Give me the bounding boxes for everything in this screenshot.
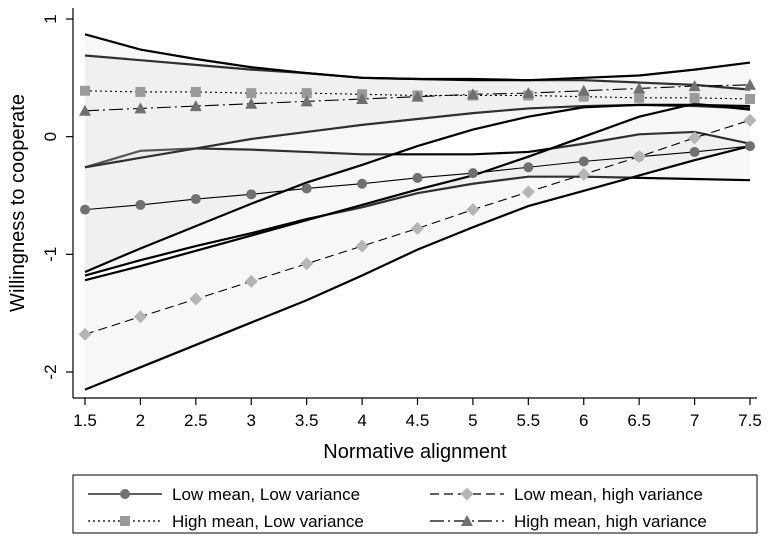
data-point-3-0 — [79, 104, 91, 116]
data-point-3-1 — [134, 102, 147, 114]
data-point-1-11 — [689, 92, 700, 103]
data-point-0-9 — [578, 156, 589, 167]
ci-band-1 — [85, 55, 750, 168]
x-axis-ticks: 1.5 2 2.5 3 3.5 4 4.5 5 5.5 6 6.5 7 7.5 — [73, 398, 762, 430]
x-tick-label-4: 3.5 — [295, 411, 319, 430]
x-tick-label-12: 7.5 — [738, 411, 762, 430]
data-point-3-12 — [744, 78, 756, 90]
x-tick-label-6: 4.5 — [406, 411, 430, 430]
x-tick-label-0: 1.5 — [73, 411, 97, 430]
data-point-2-8 — [521, 185, 535, 199]
x-axis-label: Normative alignment — [323, 441, 507, 463]
x-tick-label-11: 7 — [690, 411, 699, 430]
data-point-3-4 — [300, 95, 313, 107]
data-point-2-2 — [189, 292, 203, 306]
series-markers — [78, 78, 757, 341]
data-point-1-0 — [80, 85, 90, 96]
data-point-3-7 — [466, 88, 479, 100]
data-point-0-5 — [357, 178, 368, 189]
x-tick-label-7: 5 — [468, 411, 477, 430]
data-point-3-10 — [633, 82, 646, 94]
data-point-0-1 — [135, 199, 146, 210]
y-axis-label: Willingness to cooperate — [7, 94, 29, 312]
data-point-0-8 — [523, 162, 534, 173]
data-point-1-10 — [634, 92, 645, 103]
data-point-2-5 — [355, 239, 369, 253]
legend-box — [72, 474, 758, 534]
ci-upper-2 — [84, 102, 751, 282]
y-axis-ticks: 1 0 -1 -2 — [41, 14, 73, 380]
legend-marker-2 — [460, 487, 474, 501]
legend-label-3: High mean, high variance — [514, 512, 707, 531]
y-tick-label-2: -1 — [41, 247, 60, 262]
data-point-2-12 — [743, 113, 757, 127]
x-tick-label-3: 3 — [247, 411, 256, 430]
data-point-2-3 — [244, 274, 258, 288]
legend-marker-3 — [461, 515, 473, 526]
data-point-2-10 — [632, 150, 646, 164]
data-point-0-11 — [689, 146, 700, 157]
axes — [72, 8, 757, 399]
y-tick-label-0: 1 — [41, 14, 60, 23]
data-point-2-9 — [577, 167, 591, 181]
data-point-2-0 — [78, 327, 92, 341]
x-tick-label-8: 5.5 — [517, 411, 541, 430]
x-tick-label-9: 6 — [579, 411, 588, 430]
y-tick-label-3: -2 — [41, 364, 60, 379]
data-point-0-2 — [190, 194, 201, 205]
data-point-3-6 — [411, 90, 424, 102]
data-point-2-7 — [466, 203, 480, 217]
data-point-1-3 — [246, 88, 257, 99]
data-point-0-3 — [246, 189, 257, 200]
data-point-2-6 — [411, 221, 424, 235]
legend-marker-0 — [120, 489, 130, 499]
x-tick-label-5: 4 — [357, 411, 366, 430]
data-point-0-4 — [301, 183, 312, 194]
data-point-2-1 — [133, 310, 147, 324]
legend-marker-1 — [120, 516, 130, 526]
data-point-1-12 — [745, 94, 755, 105]
x-tick-label-2: 2.5 — [184, 411, 208, 430]
data-point-0-6 — [412, 172, 423, 183]
x-tick-label-1: 2 — [136, 411, 145, 430]
y-tick-label-1: 0 — [41, 132, 60, 141]
data-point-3-11 — [688, 80, 701, 92]
data-point-0-7 — [467, 168, 478, 179]
data-point-1-4 — [301, 88, 312, 99]
data-point-2-11 — [688, 131, 702, 145]
data-point-3-5 — [356, 93, 369, 105]
ci-upper-3 — [84, 33, 751, 82]
data-point-3-9 — [577, 84, 590, 96]
legend-label-2: Low mean, high variance — [514, 485, 703, 504]
legend-label-1: High mean, Low variance — [172, 512, 364, 531]
ci-lower-2 — [84, 145, 751, 391]
legend: Low mean, Low variance High mean, Low var… — [72, 474, 758, 534]
data-point-3-2 — [189, 100, 202, 112]
x-tick-label-10: 6.5 — [627, 411, 651, 430]
legend-label-0: Low mean, Low variance — [172, 485, 360, 504]
data-point-3-3 — [245, 97, 258, 109]
data-point-0-12 — [745, 141, 755, 152]
ci-lower-3 — [84, 103, 751, 273]
ci-lower-0 — [84, 175, 751, 277]
data-point-1-1 — [135, 86, 146, 97]
data-point-1-2 — [190, 86, 201, 97]
data-point-1-9 — [578, 91, 589, 102]
data-point-2-4 — [300, 257, 314, 271]
data-point-3-8 — [522, 87, 535, 99]
data-point-0-0 — [80, 204, 90, 215]
